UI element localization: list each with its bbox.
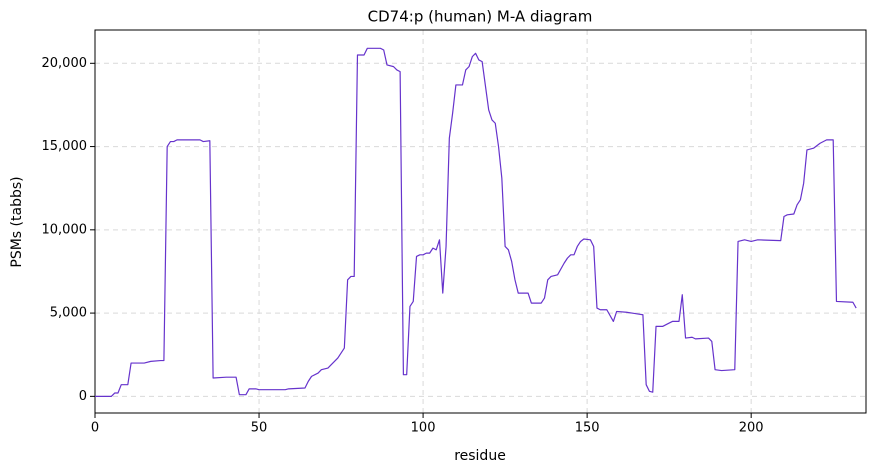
- y-tick-label: 20,000: [42, 56, 88, 71]
- x-tick-label: 50: [251, 421, 268, 436]
- chart-title: CD74:p (human) M-A diagram: [368, 8, 593, 26]
- y-tick-label: 10,000: [42, 222, 88, 237]
- x-axis-label: residue: [454, 448, 506, 464]
- plot-frame: [94, 29, 867, 414]
- y-tick-label: 0: [79, 389, 87, 404]
- x-tick-label: 200: [739, 421, 764, 436]
- y-tick-label: 5,000: [50, 306, 87, 321]
- y-axis-label: PSMs (tabbs): [9, 176, 25, 267]
- line: [95, 47, 857, 397]
- x-tick-label: 100: [411, 421, 436, 436]
- x-tick-label: 0: [91, 421, 99, 436]
- x-tick-label: 150: [575, 421, 600, 436]
- y-tick-label: 15,000: [42, 139, 88, 154]
